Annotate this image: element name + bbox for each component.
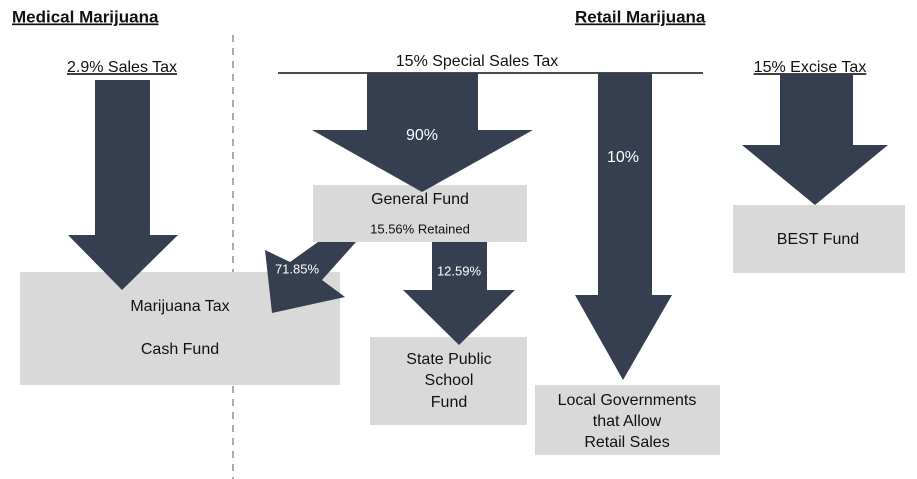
node-label: General Fund	[371, 191, 469, 208]
flow-label: 12.59%	[437, 263, 482, 278]
flow-label: 90%	[406, 127, 438, 144]
node-label: Fund	[431, 394, 467, 411]
tax-label: 15% Special Sales Tax	[396, 53, 558, 70]
flow-label: 71.85%	[275, 261, 320, 276]
arrow	[265, 242, 356, 313]
node-label: Local Governments	[558, 392, 697, 409]
tax-label: 15% Excise Tax	[754, 59, 867, 76]
node-box	[733, 205, 905, 273]
node-label: BEST Fund	[777, 231, 859, 248]
node-label: Retail Sales	[584, 434, 669, 451]
arrow	[68, 80, 178, 290]
node-box	[535, 385, 720, 455]
node-label: that Allow	[593, 413, 662, 430]
node-label: Marijuana Tax	[130, 298, 229, 315]
flow-label: 10%	[607, 149, 639, 166]
node-label: School	[425, 372, 474, 389]
section-title: Medical Marijuana	[12, 7, 159, 26]
node-label: 15.56% Retained	[370, 221, 470, 236]
node-box	[313, 185, 527, 242]
node-label: State Public	[406, 351, 491, 368]
section-title: Retail Marijuana	[575, 7, 706, 26]
node-box	[370, 337, 527, 425]
arrow	[742, 75, 888, 205]
tax-label: 2.9% Sales Tax	[67, 59, 177, 76]
arrow	[312, 73, 533, 192]
node-label: Cash Fund	[141, 341, 219, 358]
arrow	[575, 73, 672, 380]
arrow	[403, 242, 515, 345]
